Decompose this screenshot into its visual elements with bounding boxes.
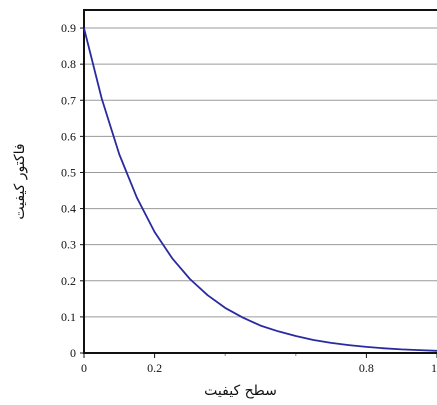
y-axis-title: فاکتور کیفیت	[12, 143, 28, 219]
axis-ticks: 0 0.1 0.2 0.3 0.4 0.5 0.6 0.7 0.8 0.9 0 0.2 0.8 1	[61, 21, 437, 375]
y-tick-label: 0.3	[61, 238, 76, 252]
grid-lines	[84, 27, 437, 318]
y-tick-label: 0.2	[61, 274, 76, 288]
y-tick-label: 0.4	[61, 202, 76, 216]
y-tick-label: 0.1	[61, 310, 76, 324]
y-tick-label: 0.8	[61, 57, 76, 71]
y-tick-label: 0.6	[61, 129, 76, 143]
series-layer	[83, 27, 437, 352]
series-line	[83, 27, 437, 352]
y-tick-label: 0.7	[61, 93, 76, 107]
x-tick-label: 0.8	[359, 361, 374, 375]
y-tick-label: 0.5	[61, 165, 76, 179]
plot-frame	[83, 9, 437, 354]
x-tick-label: 1	[431, 361, 437, 375]
y-tick-label: 0	[70, 346, 76, 360]
x-tick-label: 0	[81, 361, 87, 375]
x-axis-title: سطح کیفیت	[204, 383, 277, 399]
x-tick-label: 0.2	[147, 361, 162, 375]
y-tick-label: 0.9	[61, 21, 76, 35]
